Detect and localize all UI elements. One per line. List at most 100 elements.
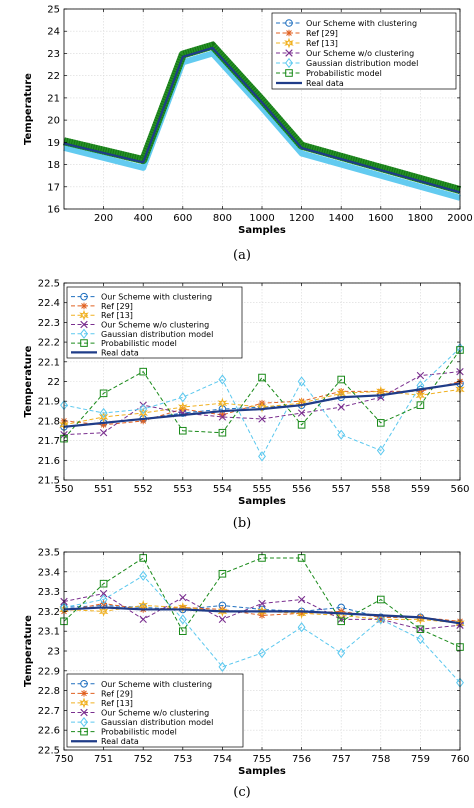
x-axis-label: Samples [238, 225, 286, 236]
legend-entry-0: Our Scheme with clustering [276, 19, 417, 28]
marker-hexagram-2-3 [178, 601, 188, 613]
marker-diamond-legend-4 [80, 716, 88, 728]
legend-label-3: Our Scheme w/o clustering [101, 321, 209, 330]
marker-square-legend-5 [80, 727, 88, 736]
marker-square-5-3 [179, 627, 187, 636]
xtick-label-5: 755 [252, 754, 271, 765]
marker-diamond-4-2 [139, 570, 148, 581]
marker-hexagram-2-1 [98, 605, 109, 617]
marker-x-3-7 [337, 403, 345, 411]
marker-diamond-4-4 [218, 661, 227, 672]
legend-box [271, 12, 457, 90]
series-line-4 [63, 50, 461, 201]
ytick-label-6: 23.1 [38, 627, 60, 638]
ytick-label-10: 22.5 [38, 279, 60, 290]
marker-square-5-8 [377, 595, 385, 604]
marker-hexagram-legend-2 [79, 309, 89, 321]
marker-diamond-4-1 [99, 407, 108, 419]
ytick-label-2: 21.7 [38, 436, 60, 447]
marker-hexagram-2-3 [178, 401, 188, 413]
marker-x-3-9 [416, 371, 425, 380]
marker-square-legend-5 [80, 339, 88, 347]
marker-star-legend-1 [80, 302, 88, 310]
marker-hexagram-2-6 [296, 397, 307, 409]
ytick-label-6: 22 [47, 71, 60, 82]
ytick-label-1: 21.6 [38, 456, 60, 467]
xtick-label-3: 800 [213, 213, 232, 224]
panel-caption: (a) [233, 248, 251, 263]
ytick-label-4: 21.9 [38, 397, 60, 408]
series-group [63, 41, 462, 201]
legend-box [66, 286, 243, 359]
marker-square-5-4 [218, 428, 227, 437]
xtick-label-8: 758 [371, 754, 390, 765]
series-4 [60, 570, 464, 688]
legend-label-1: Ref [29] [101, 689, 133, 698]
marker-star-1-4 [219, 411, 226, 419]
series-6 [63, 46, 461, 194]
legend-entry-1: Ref [29] [71, 689, 133, 698]
ytick-label-5: 22 [47, 377, 60, 388]
xtick-label-6: 756 [292, 754, 311, 765]
ytick-label-0: 22.5 [38, 746, 60, 757]
marker-x-3-2 [139, 615, 147, 624]
ytick-label-2: 22.7 [38, 706, 60, 717]
marker-square-5-5 [258, 373, 266, 382]
panel-caption: (c) [233, 785, 250, 800]
xtick-label-10: 560 [450, 484, 469, 495]
marker-star-1-3 [179, 405, 187, 413]
legend-entry-6: Real data [276, 79, 344, 88]
marker-square-5-1 [99, 389, 108, 398]
marker-square-5-9 [416, 625, 425, 634]
marker-hexagram-2-4 [217, 397, 228, 409]
marker-square-5-2 [139, 367, 147, 376]
marker-star-1-7 [337, 388, 345, 395]
legend-entry-3: Our Scheme w/o clustering [276, 49, 414, 58]
legend-label-2: Ref [13] [306, 39, 338, 48]
xtick-label-4: 754 [213, 754, 232, 765]
series-line-4 [63, 575, 461, 684]
marker-star-legend-1 [80, 690, 88, 697]
xtick-label-4: 1000 [249, 213, 274, 224]
legend-label-1: Ref [29] [101, 302, 133, 311]
legend-entry-5: Probabilistic model [276, 69, 382, 78]
xtick-label-7: 757 [332, 754, 351, 765]
legend-entry-1: Ref [29] [276, 29, 338, 38]
ytick-label-1: 22.6 [38, 726, 60, 737]
marker-star-1-1 [100, 421, 107, 429]
xtick-label-7: 1600 [368, 213, 393, 224]
ytick-label-10: 23.5 [38, 548, 60, 559]
legend-entry-2: Ref [13] [276, 37, 338, 49]
legend-label-4: Gaussian distribution model [306, 59, 418, 68]
marker-square-5-3 [179, 426, 187, 435]
x-axis-label: Samples [238, 496, 286, 507]
ytick-label-7: 23 [47, 49, 60, 60]
marker-x-3-1 [99, 589, 108, 598]
xtick-label-3: 753 [173, 754, 192, 765]
ytick-label-2: 18 [47, 160, 60, 171]
marker-x-legend-3 [80, 708, 88, 717]
marker-diamond-4-6 [297, 376, 306, 387]
marker-diamond-4-9 [416, 633, 425, 645]
legend-label-6: Real data [306, 79, 344, 88]
legend-entry-0: Our Scheme with clustering [71, 293, 212, 302]
series-texture-5 [63, 41, 462, 194]
series-line-3 [63, 593, 461, 630]
xtick-label-2: 752 [134, 754, 153, 765]
ytick-label-1: 17 [47, 182, 60, 193]
legend-entry-2: Ref [13] [71, 309, 133, 321]
ytick-label-8: 24 [47, 27, 60, 38]
marker-hexagram-2-1 [98, 411, 109, 423]
marker-circle-legend-0 [285, 19, 293, 27]
series-line-6 [63, 606, 461, 625]
marker-x-3-4 [218, 615, 227, 624]
legend-entry-5: Probabilistic model [71, 728, 177, 737]
xtick-label-9: 759 [411, 754, 430, 765]
marker-diamond-legend-4 [285, 57, 293, 69]
legend-label-0: Our Scheme with clustering [101, 680, 212, 689]
legend-label-6: Real data [101, 737, 139, 746]
marker-x-legend-3 [285, 49, 293, 57]
series-line-5 [63, 557, 461, 648]
